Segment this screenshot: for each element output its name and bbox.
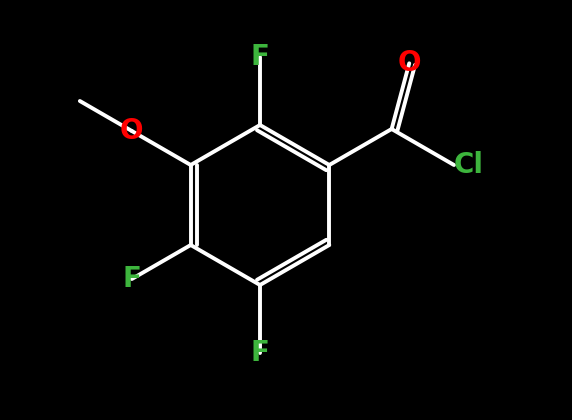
Text: O: O — [398, 49, 421, 77]
Text: Cl: Cl — [454, 151, 484, 179]
Text: F: F — [251, 339, 269, 367]
Text: F: F — [122, 265, 141, 293]
Text: O: O — [120, 117, 144, 145]
Text: F: F — [251, 43, 269, 71]
